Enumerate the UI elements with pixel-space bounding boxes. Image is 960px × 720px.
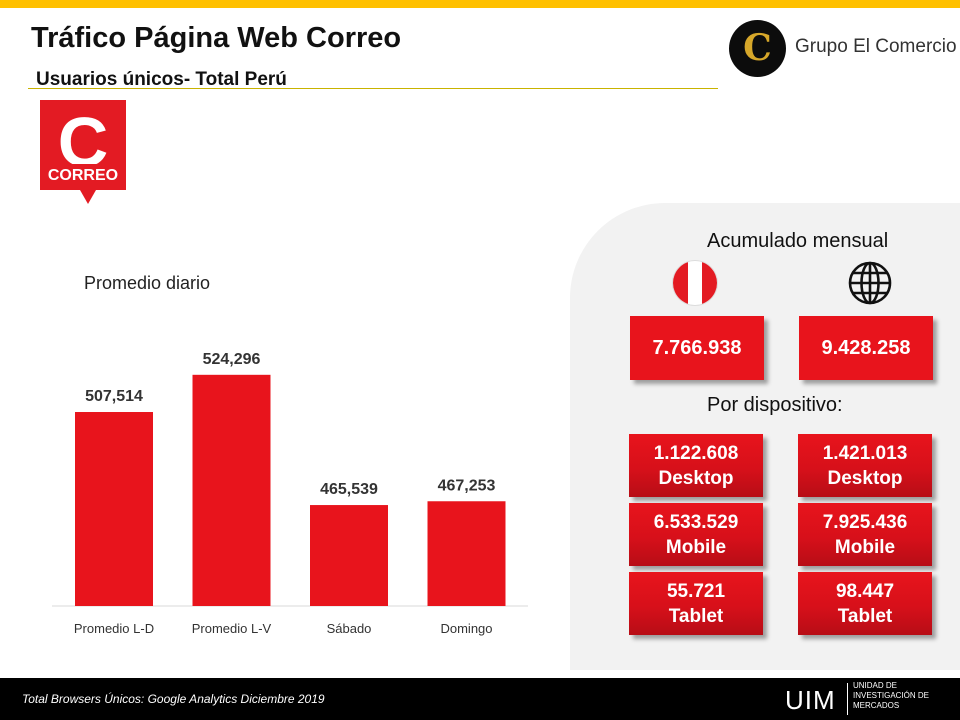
top-accent-bar <box>0 0 960 8</box>
bar-value-label-0: 507,514 <box>85 388 143 405</box>
chart-title: Promedio diario <box>84 273 211 293</box>
brand-circle-icon: C <box>729 20 786 77</box>
peru-mobile-value: 6.533.529 <box>653 511 739 533</box>
grupo-el-comercio-logo: C Grupo El Comercio <box>729 20 957 78</box>
peru-desktop-value: 1.122.608 <box>653 442 739 464</box>
peru-desktop-box: 1.122.608 Desktop <box>629 434 763 497</box>
peru-tablet-label: Tablet <box>668 605 724 627</box>
uim-description: UNIDAD DE INVESTIGACIÓN DE MERCADOS <box>853 681 929 711</box>
world-total-box: 9.428.258 <box>799 316 933 380</box>
peru-mobile-label: Mobile <box>665 536 727 558</box>
bar-1 <box>192 374 271 606</box>
bar-0 <box>75 412 153 606</box>
page-title: Tráfico Página Web Correo <box>31 22 402 54</box>
brand-name: Grupo El Comercio <box>795 36 957 57</box>
world-tablet-label: Tablet <box>837 605 893 627</box>
world-desktop-value: 1.421.013 <box>822 442 908 464</box>
acumulado-label: Acumulado mensual <box>707 230 889 252</box>
category-label-0: Promedio L-D <box>74 621 154 636</box>
bar-chart: 507,514 Promedio L-D 524,296 Promedio L-V 46… <box>52 351 528 636</box>
world-desktop-box: 1.421.013 Desktop <box>798 434 932 497</box>
peru-desktop-label: Desktop <box>658 467 734 489</box>
world-total-value: 9.428.258 <box>821 336 911 359</box>
uim-logo: UIM <box>785 685 836 715</box>
correo-logo-text: CORREO <box>48 167 118 184</box>
category-label-2: Sábado <box>327 621 372 636</box>
bar-value-label-1: 524,296 <box>203 351 261 368</box>
world-mobile-value: 7.925.436 <box>822 511 908 533</box>
correo-logo: C CORREO <box>40 100 126 204</box>
peru-total-box: 7.766.938 <box>630 316 764 380</box>
brand-initial: C <box>743 27 772 69</box>
bar-3 <box>427 501 506 606</box>
peru-mobile-box: 6.533.529 Mobile <box>629 503 763 566</box>
world-mobile-box: 7.925.436 Mobile <box>798 503 932 566</box>
peru-tablet-box: 55.721 Tablet <box>629 572 763 635</box>
bar-value-label-3: 467,253 <box>438 477 496 494</box>
world-desktop-label: Desktop <box>827 467 903 489</box>
globe-icon <box>848 261 892 305</box>
world-mobile-label: Mobile <box>834 536 896 558</box>
uim-line-2: INVESTIGACIÓN DE <box>853 691 930 700</box>
bar-2 <box>310 505 388 606</box>
footer-bar: Total Browsers Únicos: Google Analytics … <box>0 678 960 720</box>
uim-separator <box>847 683 848 715</box>
peru-tablet-value: 55.721 <box>666 580 726 602</box>
world-tablet-value: 98.447 <box>835 580 895 602</box>
source-note: Total Browsers Únicos: Google Analytics … <box>22 692 325 706</box>
world-tablet-box: 98.447 Tablet <box>798 572 932 635</box>
peru-total-value: 7.766.938 <box>652 336 742 359</box>
uim-line-1: UNIDAD DE <box>853 681 898 690</box>
dispositivo-label: Por dispositivo: <box>707 394 843 416</box>
peru-flag-icon <box>673 261 717 305</box>
category-label-1: Promedio L-V <box>192 621 272 636</box>
category-label-3: Domingo <box>440 621 492 636</box>
title-underline <box>28 88 718 89</box>
bar-value-label-2: 465,539 <box>320 481 378 498</box>
uim-line-3: MERCADOS <box>853 701 900 710</box>
page-subtitle: Usuarios únicos- Total Perú <box>36 69 287 90</box>
